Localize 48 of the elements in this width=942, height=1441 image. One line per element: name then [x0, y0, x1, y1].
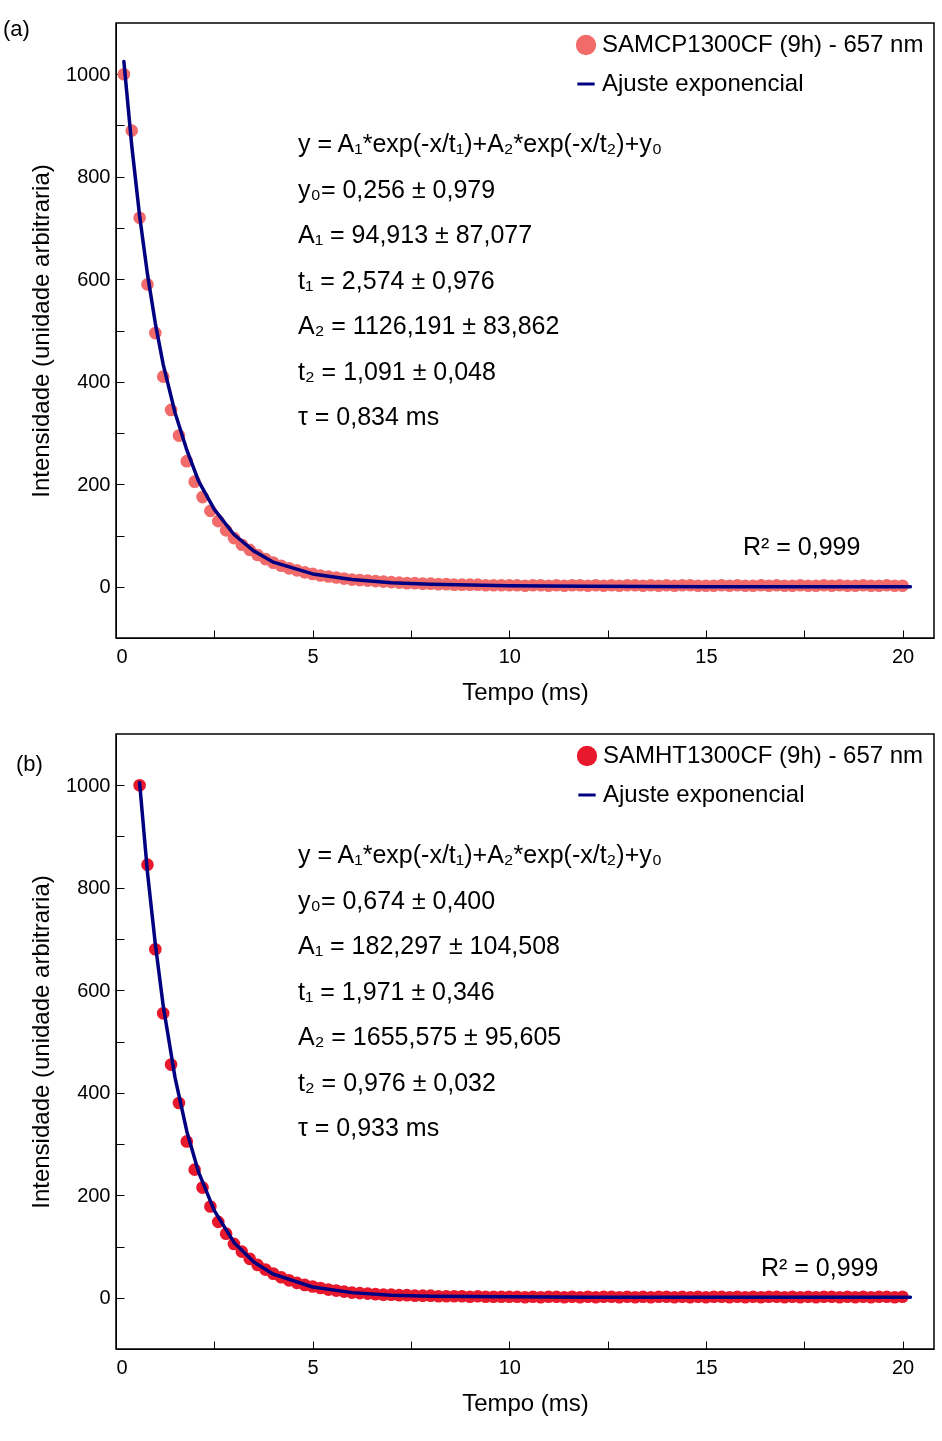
x-tick-label: 5 [307, 1355, 319, 1378]
annotation: t₁ = 1,971 ± 0,346 [298, 976, 495, 1005]
annotation: y₀= 0,256 ± 0,979 [298, 174, 496, 203]
x-tick-label: 0 [116, 644, 128, 667]
text: (b) [16, 751, 43, 776]
y-tick-label: 0 [99, 575, 111, 598]
x-tick-label: 20 [891, 1355, 915, 1378]
annotation: t₂ = 1,091 ± 0,048 [298, 356, 496, 385]
annotation: τ = 0,933 ms [298, 1113, 440, 1141]
x-tick-label: 10 [498, 1355, 521, 1378]
annotation: A₂ = 1655,575 ± 95,605 [298, 1022, 562, 1050]
x-tick-label: 15 [695, 1355, 718, 1378]
legend-label: Ajuste exponencial [602, 69, 804, 96]
y-tick-label: 400 [77, 1081, 111, 1104]
y-tick-label: 1000 [66, 62, 111, 85]
text: (a) [3, 16, 30, 41]
annotation: A₁ = 182,297 ± 104,508 [298, 931, 560, 959]
y-tick-label: 800 [77, 876, 111, 899]
annotation: R² = 0,999 [761, 1253, 879, 1281]
y-tick-label: 200 [77, 1183, 111, 1206]
x-tick-label: 20 [891, 644, 915, 667]
legend-label: SAMCP1300CF (9h) - 657 nm [602, 30, 924, 57]
y-axis-title: Intensidade (unidade arbitraria) [27, 875, 55, 1209]
x-tick-label: 15 [695, 644, 718, 667]
annotation: R² = 0,999 [743, 532, 861, 560]
annotation: A₂ = 1126,191 ± 83,862 [298, 311, 560, 339]
annotation: y = A₁*exp(-x/t₁)+A₂*exp(-x/t₂)+y₀ [298, 129, 663, 157]
x-tick-label: 10 [498, 644, 521, 667]
annotation: t₁ = 2,574 ± 0,976 [298, 265, 495, 294]
y-tick-label: 600 [77, 267, 111, 290]
legend-label: SAMHT1300CF (9h) - 657 nm [603, 741, 924, 768]
annotation: t₂ = 0,976 ± 0,032 [298, 1067, 496, 1096]
annotation: y₀= 0,674 ± 0,400 [298, 885, 496, 914]
y-tick-label: 600 [77, 978, 111, 1001]
y-tick-label: 800 [77, 165, 111, 188]
x-axis-title: Tempo (ms) [462, 677, 589, 705]
annotation: y = A₁*exp(-x/t₁)+A₂*exp(-x/t₂)+y₀ [298, 840, 663, 868]
annotation: τ = 0,834 ms [298, 402, 440, 430]
x-axis-title: Tempo (ms) [462, 1388, 589, 1416]
annotation: A₁ = 94,913 ± 87,077 [298, 220, 533, 248]
y-axis-title: Intensidade (unidade arbitraria) [27, 164, 55, 498]
y-tick-label: 0 [99, 1286, 111, 1309]
y-tick-label: 1000 [66, 773, 111, 796]
x-tick-label: 0 [116, 1355, 128, 1378]
y-tick-label: 200 [77, 472, 111, 495]
y-tick-label: 400 [77, 370, 111, 393]
legend-label: Ajuste exponencial [603, 780, 805, 807]
x-tick-label: 5 [307, 644, 319, 667]
